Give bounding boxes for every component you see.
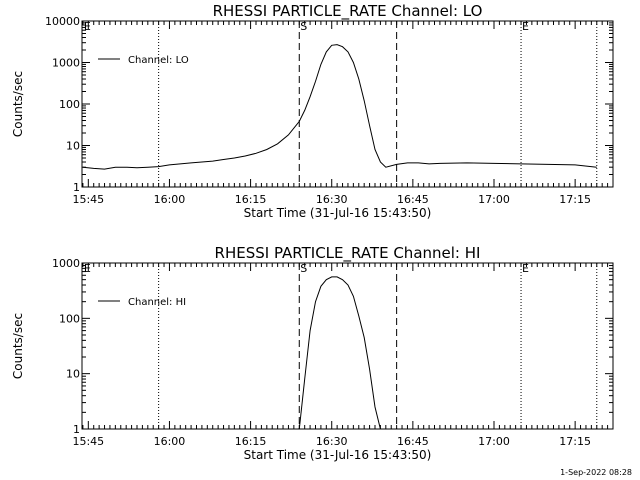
panel1-series-line: [82, 44, 597, 170]
panel2-marker-label: S: [300, 262, 307, 275]
panel2-y-tick-label: 10: [66, 368, 80, 381]
panel1-marker-label: E: [84, 20, 91, 33]
panel2-series-line: [298, 276, 381, 430]
panel2-marker-label: E: [84, 262, 91, 275]
panel2-x-tick-label: 17:00: [478, 435, 510, 448]
panel1-plot: RHESSI PARTICLE_RATE Channel: LO 1 10 100 10…: [11, 2, 614, 220]
panel2-marker-label: E: [522, 262, 529, 275]
panel2-legend-label: Channel: HI: [128, 297, 186, 308]
panel1-title: RHESSI PARTICLE_RATE Channel: LO: [213, 2, 483, 21]
panel1-marker-label: E: [522, 20, 529, 33]
footer-timestamp: 1-Sep-2022 08:28: [560, 468, 632, 477]
panel1-y-tick-label: 10: [66, 140, 80, 153]
panel2-x-tick-label: 16:30: [316, 435, 348, 448]
panel1-x-tick-label: 16:00: [154, 193, 186, 206]
panel2-y-axis-label: Counts/sec: [11, 313, 25, 379]
panel1-marker-label: S: [300, 20, 307, 33]
panel1-x-tick-label: 15:45: [72, 193, 104, 206]
panel1-x-tick-label: 16:45: [397, 193, 429, 206]
panel2-x-tick-label: 15:45: [72, 435, 104, 448]
panel2-y-tick-label: 1000: [52, 257, 80, 270]
panel2-x-tick-label: 16:15: [235, 435, 267, 448]
panel1-legend-label: Channel: LO: [128, 55, 189, 66]
panel1-y-tick-label: 1: [73, 181, 80, 194]
panel2-x-tick-label: 16:45: [397, 435, 429, 448]
panel1-x-axis-label: Start Time (31-Jul-16 15:43:50): [244, 206, 432, 220]
panel2-y-tick-label: 1: [73, 423, 80, 436]
panel2-y-tick-label: 100: [59, 312, 80, 325]
panel2-x-tick-label: 17:15: [559, 435, 591, 448]
panel1-x-tick-label: 16:15: [235, 193, 267, 206]
panel1-x-tick-label: 16:30: [316, 193, 348, 206]
panel1-y-axis-label: Counts/sec: [11, 71, 25, 137]
panel1-y-tick-label: 10000: [45, 15, 80, 28]
panel2-title: RHESSI PARTICLE_RATE Channel: HI: [215, 244, 481, 263]
panel2-plot: RHESSI PARTICLE_RATE Channel: HI 1 10 100 10…: [11, 244, 614, 462]
panel1-x-tick-label: 17:15: [559, 193, 591, 206]
panel2-x-axis-label: Start Time (31-Jul-16 15:43:50): [244, 448, 432, 462]
panel1-y-tick-label: 100: [59, 98, 80, 111]
panel2-x-tick-label: 16:00: [154, 435, 186, 448]
panel1-x-tick-label: 17:00: [478, 193, 510, 206]
panel1-axes-frame: [81, 20, 614, 188]
panel2-axes-frame: [81, 262, 614, 430]
panel1-y-tick-label: 1000: [52, 57, 80, 70]
